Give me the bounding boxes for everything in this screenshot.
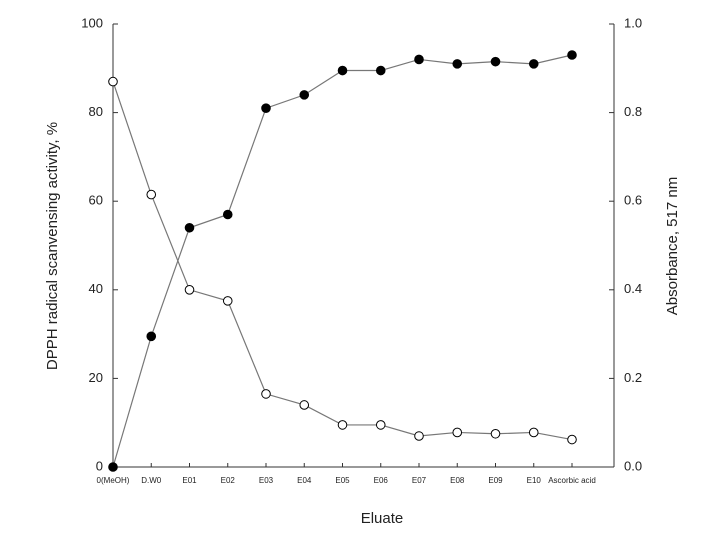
data-point (337, 420, 348, 430)
y2-tick-label: 0.2 (624, 370, 642, 385)
x-tick-label: E05 (335, 476, 350, 485)
data-point (375, 420, 386, 430)
data-point (528, 427, 539, 438)
data-point (414, 54, 424, 65)
y-tick-label: 100 (81, 15, 103, 30)
data-point (146, 331, 157, 342)
data-point (222, 209, 233, 220)
x-tick-label: E09 (488, 476, 503, 485)
y-tick-label: 60 (89, 193, 103, 208)
y2-tick-label: 0.8 (624, 104, 642, 119)
data-point (146, 189, 157, 200)
series-line (112, 54, 573, 468)
data-point (299, 400, 310, 410)
data-point (184, 285, 195, 295)
data-point (299, 90, 310, 100)
data-point (108, 462, 118, 472)
y2-axis-label: Absorbance, 517 nm (664, 177, 681, 315)
x-tick-label: E07 (412, 476, 427, 485)
data-point (567, 434, 577, 445)
data-point (261, 389, 271, 399)
x-tick-label: E06 (374, 476, 389, 485)
x-axis-label: Eluate (361, 510, 404, 527)
data-point (567, 50, 577, 60)
data-point (375, 65, 386, 76)
data-point (452, 427, 463, 438)
y2-tick-label: 0.4 (624, 281, 642, 296)
data-point (490, 56, 501, 67)
x-tick-label: E10 (527, 476, 542, 485)
data-point (108, 76, 118, 87)
x-tick-label: E04 (297, 476, 312, 485)
y-tick-label: 20 (89, 370, 103, 385)
data-point (222, 296, 233, 306)
x-tick-label: E02 (221, 476, 236, 485)
data-point (414, 431, 424, 441)
data-point (184, 222, 195, 233)
data-point (528, 59, 539, 69)
data-point (261, 103, 271, 113)
x-tick-label: E03 (259, 476, 274, 485)
y-tick-label: 80 (89, 104, 103, 119)
y2-tick-label: 0.0 (624, 458, 642, 473)
x-tick-label: D.W0 (141, 476, 162, 485)
y-tick-label: 0 (96, 458, 103, 473)
y-axis-label: DPPH radical scanvensing activity, % (44, 122, 61, 370)
y-tick-label: 40 (89, 281, 103, 296)
x-tick-label: Ascorbic acid (548, 476, 596, 485)
y2-tick-label: 0.6 (624, 193, 642, 208)
x-tick-label: E08 (450, 476, 465, 485)
x-tick-label: E01 (182, 476, 197, 485)
x-tick-label: 0(MeOH) (97, 476, 130, 485)
data-point (490, 428, 501, 439)
series-line (112, 81, 573, 441)
data-point (337, 65, 348, 76)
data-point (452, 59, 463, 69)
y2-tick-label: 1.0 (624, 15, 642, 30)
